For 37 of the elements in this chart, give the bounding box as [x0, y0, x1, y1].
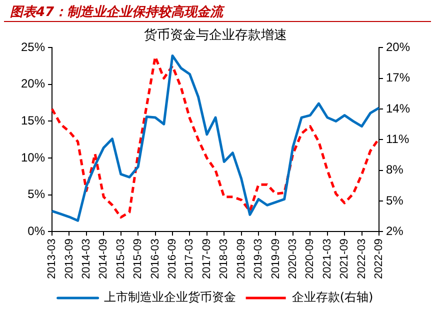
- x-tick-label: 2020-09: [304, 238, 316, 280]
- y-tick-label: 15%: [20, 114, 46, 128]
- legend-label: 企业存款(右轴): [292, 290, 374, 304]
- x-tick-label: 2016-03: [149, 238, 162, 280]
- x-tick-label: 2018-09: [235, 238, 248, 280]
- x-tick-label: 2015-09: [132, 238, 144, 280]
- x-tick-label: 2015-03: [114, 238, 127, 280]
- x-tick-label: 2017-09: [200, 238, 213, 280]
- x-tick-label: 2022-03: [356, 238, 368, 280]
- x-tick-label: 2019-09: [270, 238, 282, 280]
- y-tick-label: 25%: [20, 40, 46, 54]
- y2-tick-label: 2%: [386, 224, 404, 238]
- x-tick-label: 2014-09: [98, 238, 110, 280]
- y2-tick-label: 17%: [386, 70, 410, 85]
- x-tick-label: 2017-03: [184, 238, 196, 280]
- x-tick-label: 2014-03: [80, 238, 92, 280]
- y2-tick-label: 8%: [386, 162, 404, 177]
- y-tick-label: 5%: [28, 187, 46, 202]
- chart-title: 图表47：制造业企业保持较高现金流: [4, 0, 431, 22]
- y-tick-label: 20%: [20, 76, 46, 91]
- x-tick-label: 2019-03: [252, 238, 265, 280]
- x-tick-label: 2013-09: [63, 238, 76, 280]
- y2-tick-label: 11%: [386, 132, 410, 146]
- x-tick-label: 2016-09: [166, 238, 179, 280]
- x-tick-label: 2018-03: [218, 238, 230, 280]
- x-tick-label: 2021-09: [338, 238, 351, 280]
- y-tick-label: 10%: [20, 150, 46, 164]
- x-tick-label: 2021-03: [321, 238, 334, 280]
- legend-label: 上市制造业企业货币资金: [104, 290, 236, 304]
- x-tick-label: 2020-03: [286, 238, 299, 280]
- y2-tick-label: 5%: [386, 193, 404, 208]
- y-tick-label: 0%: [28, 224, 46, 238]
- y2-tick-label: 20%: [386, 40, 410, 54]
- chart-subtitle: 货币资金与企业存款增速: [144, 28, 287, 44]
- y2-tick-label: 14%: [386, 101, 410, 116]
- x-tick-label: 2022-09: [373, 238, 386, 280]
- x-tick-label: 2013-03: [46, 238, 58, 280]
